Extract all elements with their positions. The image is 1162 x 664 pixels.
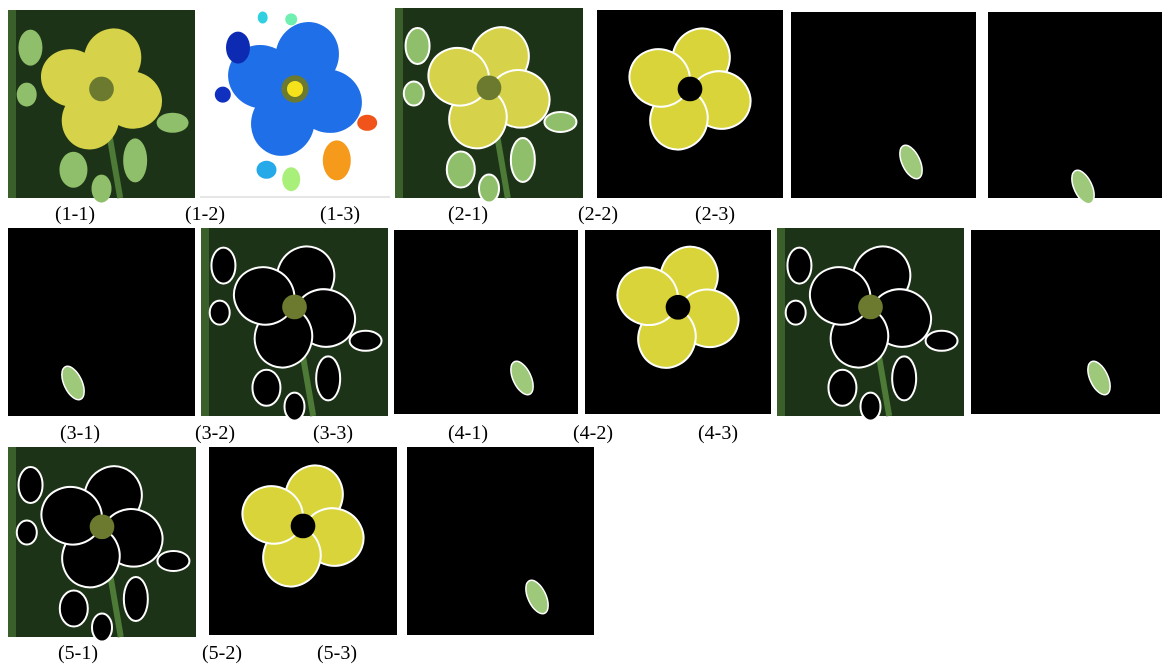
panel-label: (4-1) [448, 422, 488, 444]
bud [251, 368, 282, 407]
bud [784, 299, 807, 326]
bud-mask [525, 579, 549, 615]
flower-hole [677, 76, 703, 102]
panel-label: (1-3) [320, 203, 360, 225]
bud [509, 137, 536, 183]
panel-label: (5-3) [317, 642, 357, 664]
panel-label: (3-2) [195, 422, 235, 444]
bud [210, 246, 237, 285]
bud-mask [510, 360, 534, 396]
bud [15, 519, 38, 546]
panel-label: (2-3) [695, 203, 735, 225]
bud [91, 612, 113, 643]
panel-shade [777, 228, 785, 416]
panel-label: (3-1) [60, 422, 100, 444]
bud [156, 112, 189, 133]
image-panel [8, 228, 195, 416]
panel-label: (5-2) [202, 642, 242, 664]
image-panel [791, 12, 976, 198]
flower-hole [665, 294, 691, 320]
bud [478, 173, 500, 204]
seg-region [282, 167, 301, 192]
image-panel [585, 230, 771, 414]
image-panel [209, 447, 397, 635]
image-panel [395, 8, 583, 204]
bud [283, 391, 306, 422]
seg-region [322, 140, 351, 181]
bud [122, 576, 149, 622]
bud-mask [61, 365, 85, 401]
flower-center [476, 75, 502, 101]
flower-center [89, 514, 115, 540]
bud [859, 391, 882, 422]
panel-shade [201, 228, 209, 416]
bud [402, 80, 425, 107]
flower-center [89, 76, 114, 102]
bud [208, 299, 231, 326]
flower-center [858, 294, 883, 320]
bud [315, 355, 342, 402]
image-panel [597, 10, 783, 198]
seg-region [285, 13, 298, 26]
flower-hole [290, 513, 316, 539]
panel-label: (2-1) [448, 203, 488, 225]
panel-label: (5-1) [58, 642, 98, 664]
panel-bg [791, 12, 976, 198]
seg-region [257, 11, 268, 24]
panel-label: (3-3) [313, 422, 353, 444]
bud [91, 174, 112, 203]
bud [58, 589, 89, 628]
bud [827, 368, 858, 407]
panel-label: (4-3) [698, 422, 738, 444]
panel-shade [8, 10, 16, 198]
image-panel [200, 10, 390, 198]
image-panel [777, 228, 964, 422]
bud [18, 29, 43, 66]
bud [543, 111, 578, 133]
seg-region [256, 160, 277, 179]
bud [404, 27, 431, 65]
bud [445, 150, 476, 189]
panel-label: (1-2) [185, 203, 225, 225]
image-panel [971, 230, 1160, 414]
image-panel [394, 230, 578, 414]
bud [924, 329, 959, 352]
flower-center [282, 294, 307, 320]
bud-mask [1071, 169, 1095, 205]
bud [156, 550, 191, 572]
bud-mask [1087, 360, 1111, 396]
panel-label: (2-2) [578, 203, 618, 225]
panel-bg [394, 230, 578, 414]
panel-shade [8, 447, 16, 637]
image-panel [8, 447, 196, 643]
panel-bg [971, 230, 1160, 414]
bud-mask [899, 144, 923, 180]
image-panel [988, 12, 1162, 205]
bud [348, 329, 383, 352]
bud [786, 246, 813, 285]
image-panel [201, 228, 388, 422]
seg-region [226, 31, 250, 64]
bud [59, 151, 88, 188]
petal [228, 44, 295, 109]
bud [16, 82, 37, 107]
panel-bg [407, 447, 594, 635]
panel-bg [8, 228, 195, 416]
bud [17, 466, 44, 504]
seg-region [357, 114, 378, 131]
panel-label: (4-2) [573, 422, 613, 444]
seg-center [287, 80, 303, 97]
image-panel [407, 447, 594, 635]
seg-region [214, 86, 231, 103]
bud [123, 138, 148, 183]
panel-shade [395, 8, 403, 198]
panel-bg [988, 12, 1162, 198]
petal [40, 49, 102, 107]
panel-label: (1-1) [55, 203, 95, 225]
image-panel [8, 10, 195, 203]
bud [891, 355, 918, 402]
